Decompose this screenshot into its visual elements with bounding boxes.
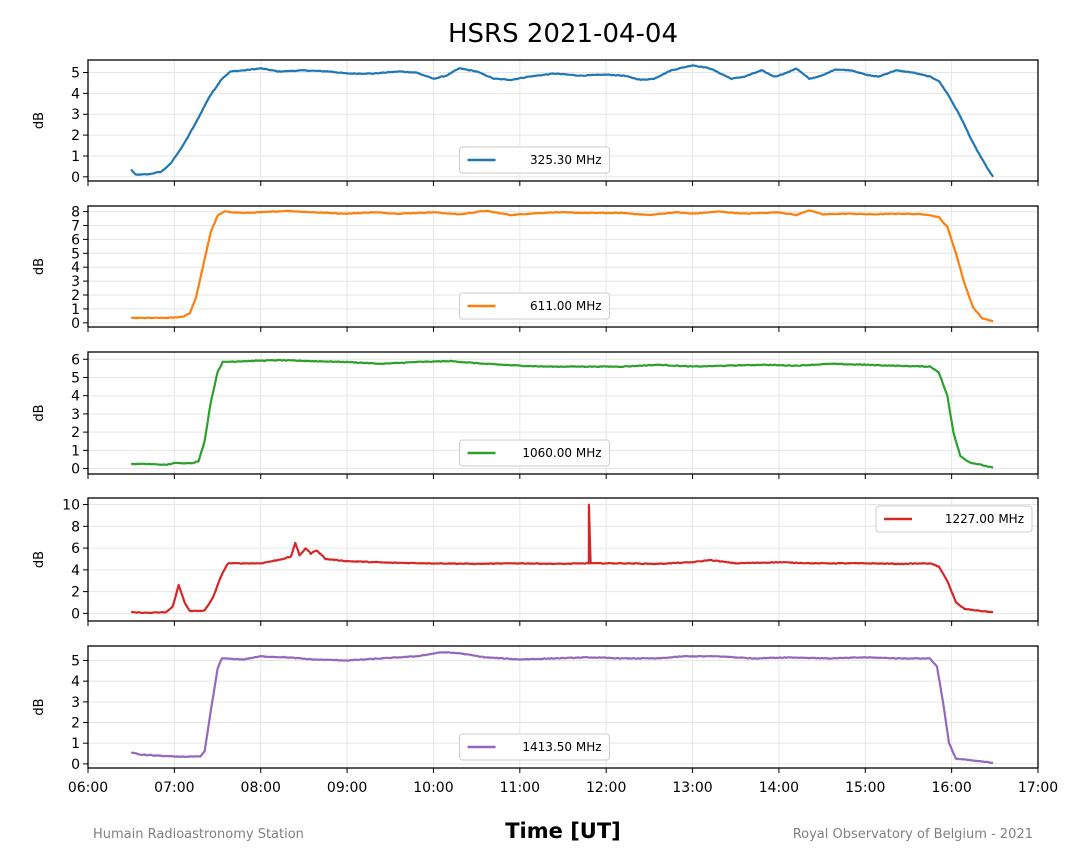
legend-box <box>875 505 1033 533</box>
x-tick-label: 13:00 <box>672 780 712 796</box>
axes-frame <box>87 351 1039 475</box>
y-tick-label: 3 <box>71 695 80 711</box>
axes-frame <box>87 59 1039 182</box>
panel-1: 0 1 2 3 4 5 dB 325.30 MHz <box>32 59 1039 186</box>
y-tick-label: 5 <box>71 66 80 82</box>
legend-box <box>459 146 611 174</box>
legend: 1227.00 MHz <box>875 505 1033 533</box>
x-tick-label: 12:00 <box>586 780 626 796</box>
y-axis-label: dB <box>32 404 47 421</box>
y-tick-label: 3 <box>71 407 80 423</box>
y-tick-label: 2 <box>71 585 80 601</box>
y-tick-label: 4 <box>71 260 80 276</box>
series-line <box>131 651 994 764</box>
legend-label: 1227.00 MHz <box>945 512 1024 526</box>
axes-frame <box>87 645 1039 769</box>
y-tick-label: 1 <box>71 736 80 752</box>
y-tick-label: 2 <box>71 716 80 732</box>
x-tick-label: 17:00 <box>1018 780 1058 796</box>
credit-right: Royal Observatory of Belgium - 2021 <box>793 827 1033 842</box>
y-tick-label: 2 <box>71 128 80 144</box>
legend-box <box>459 439 611 467</box>
legend-label: 1413.50 MHz <box>522 740 601 754</box>
y-axis-label: dB <box>32 112 47 129</box>
y-tick-label: 4 <box>71 563 80 579</box>
y-tick-label: 0 <box>71 316 80 332</box>
legend-box <box>459 733 611 761</box>
y-tick-label: 0 <box>71 606 80 622</box>
chart-title: HSRS 2021-04-04 <box>448 19 678 49</box>
y-tick-label: 1 <box>71 302 80 318</box>
y-tick-label: 3 <box>71 107 80 123</box>
y-tick-label: 0 <box>71 462 80 478</box>
legend-box <box>459 292 611 320</box>
legend: 1413.50 MHz <box>459 733 611 761</box>
axes-frame <box>87 497 1039 622</box>
y-tick-label: 3 <box>71 274 80 290</box>
y-tick-label: 1 <box>71 149 80 165</box>
x-tick-label: 09:00 <box>327 780 367 796</box>
y-tick-label: 6 <box>71 232 80 248</box>
x-tick-label: 14:00 <box>759 780 799 796</box>
y-tick-label: 8 <box>71 519 80 535</box>
legend-label: 611.00 MHz <box>530 299 601 313</box>
y-axis-label: dB <box>32 258 47 275</box>
x-tick-label: 16:00 <box>931 780 971 796</box>
y-tick-label: 8 <box>71 205 80 221</box>
series-line <box>131 209 994 323</box>
series-line <box>130 64 995 178</box>
y-tick-label: 4 <box>71 86 80 102</box>
x-tick-label: 08:00 <box>241 780 281 796</box>
y-tick-label: 5 <box>71 370 80 386</box>
y-tick-label: 0 <box>71 757 80 773</box>
legend: 325.30 MHz <box>459 146 611 174</box>
y-axis-label: dB <box>32 698 47 715</box>
y-tick-label: 6 <box>71 352 80 368</box>
x-tick-label: 15:00 <box>845 780 885 796</box>
axes-frame <box>87 205 1039 328</box>
y-axis-label: dB <box>32 551 47 568</box>
y-tick-label: 1 <box>71 443 80 459</box>
y-tick-label: 2 <box>71 288 80 304</box>
panel-4: 0 2 4 6 8 10 dB 1227.00 MHz <box>32 497 1039 626</box>
x-tick-label: 07:00 <box>154 780 194 796</box>
panel-3: 0 1 2 3 4 5 6 dB 1060.00 MHz <box>32 351 1039 479</box>
y-tick-label: 5 <box>71 653 80 669</box>
legend-label: 1060.00 MHz <box>522 446 601 460</box>
legend-label: 325.30 MHz <box>530 153 601 167</box>
x-axis-label: Time [UT] <box>505 819 621 843</box>
y-tick-label: 7 <box>71 218 80 234</box>
y-tick-label: 0 <box>71 170 80 186</box>
y-tick-label: 4 <box>71 389 80 405</box>
x-tick-label: 10:00 <box>413 780 453 796</box>
legend: 611.00 MHz <box>459 292 611 320</box>
y-tick-label: 2 <box>71 425 80 441</box>
y-tick-label: 4 <box>71 674 80 690</box>
y-tick-label: 6 <box>71 541 80 557</box>
credit-left: Humain Radioastronomy Station <box>93 827 304 842</box>
x-axis-tick-labels: 06:00 07:00 08:00 09:00 10:00 11:00 12:00 13:00… <box>68 780 1058 796</box>
series-line <box>131 358 994 469</box>
x-tick-label: 06:00 <box>68 780 108 796</box>
legend: 1060.00 MHz <box>459 439 611 467</box>
panel-5: 0 1 2 3 4 5 dB 1413.50 MHz <box>32 645 1039 773</box>
y-tick-label: 5 <box>71 246 80 262</box>
series-line <box>131 503 994 615</box>
y-tick-label: 10 <box>62 498 80 514</box>
x-tick-label: 11:00 <box>500 780 540 796</box>
